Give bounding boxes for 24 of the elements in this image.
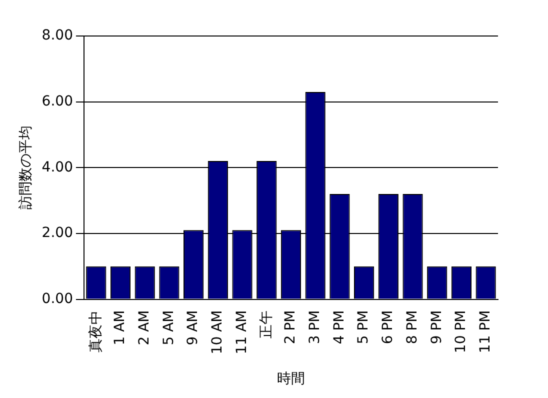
x-axis-title: 時間 [276,371,305,388]
x-tick-label: 6 PM [380,310,396,344]
x-tick-label: 10 PM [453,310,470,354]
y-axis-title: 訪問数の平均 [18,126,34,210]
y-tick-label: 2.00 [42,225,73,242]
x-tick-label: 真夜中 [88,310,104,352]
x-tick-label: 5 PM [356,310,372,344]
y-tick-label: 4.00 [42,159,73,176]
x-tick-label: 2 PM [282,310,299,344]
y-tick-label: 8.00 [42,28,73,44]
x-tick-label: 3 PM [306,310,323,344]
y-tick-label: 6.00 [42,93,73,110]
x-tick-label: 2 AM [136,310,152,346]
x-tick-label: 9 AM [185,310,202,346]
x-tick-label: 1 AM [112,310,128,346]
x-tick-label: 11 AM [234,310,250,354]
y-tick-label: 0.00 [42,290,73,307]
x-tick-label: 11 PM [477,310,494,354]
x-tick-label: 8 PM [404,310,420,344]
x-tick-label: 9 PM [428,310,445,344]
x-tick-label: 5 AM [160,310,177,346]
x-tick-label: 正午 [258,310,274,338]
x-tick-label: 10 AM [210,310,226,354]
x-tick-label: 4 PM [331,310,348,344]
